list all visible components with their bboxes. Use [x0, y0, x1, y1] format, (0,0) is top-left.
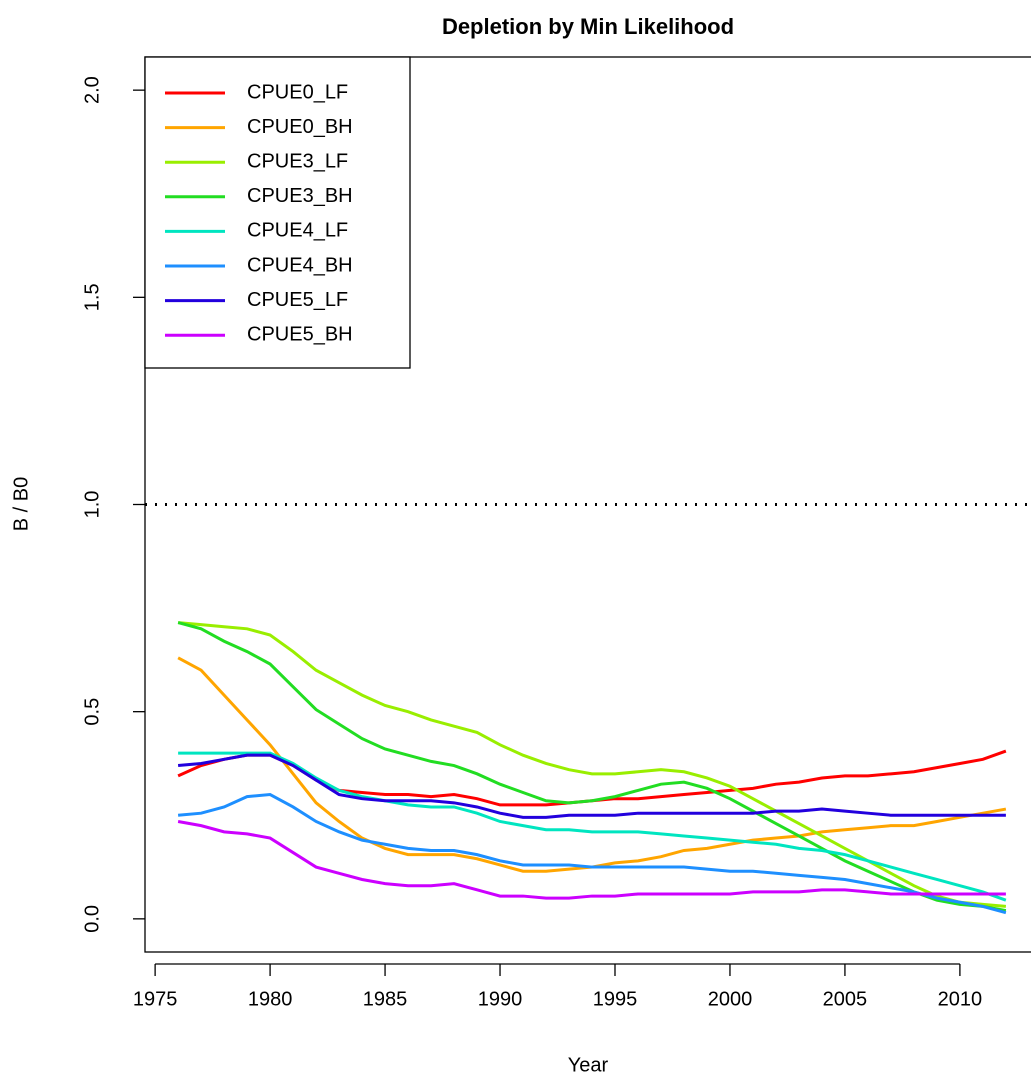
x-tick-label: 1990 [478, 988, 523, 1010]
y-tick-label: 2.0 [81, 76, 103, 104]
x-tick-label: 1980 [248, 988, 293, 1010]
series-line [177, 621, 1007, 913]
legend-label: CPUE4_BH [247, 254, 353, 276]
x-tick-label: 1985 [363, 988, 408, 1010]
y-tick-label: 0.5 [81, 698, 103, 726]
chart-title: Depletion by Min Likelihood [442, 14, 734, 39]
legend-label: CPUE3_LF [247, 150, 348, 172]
legend-label: CPUE5_LF [247, 289, 348, 311]
y-tick-label: 0.0 [81, 905, 103, 933]
series-line [178, 751, 1007, 902]
series-line [177, 749, 1007, 807]
y-tick-label: 1.0 [81, 491, 103, 519]
x-tick-label: 1975 [133, 988, 178, 1010]
y-tick-label: 1.5 [81, 283, 103, 311]
series-line [177, 793, 1007, 915]
x-tick-label: 2000 [708, 988, 753, 1010]
series-line [177, 753, 1006, 819]
series-line [177, 820, 1006, 900]
y-axis-label: B / B0 [10, 477, 32, 531]
x-tick-label: 2010 [938, 988, 983, 1010]
x-tick-label: 1995 [593, 988, 638, 1010]
legend-label: CPUE3_BH [247, 185, 353, 207]
legend-label: CPUE0_LF [247, 81, 348, 103]
series-line [177, 656, 1007, 873]
legend-label: CPUE4_LF [247, 220, 348, 242]
legend-box [144, 56, 411, 369]
x-tick-label: 2005 [823, 988, 868, 1010]
x-axis-label: Year [568, 1054, 609, 1076]
legend-label: CPUE0_BH [247, 116, 353, 138]
legend-label: CPUE5_BH [247, 323, 353, 345]
